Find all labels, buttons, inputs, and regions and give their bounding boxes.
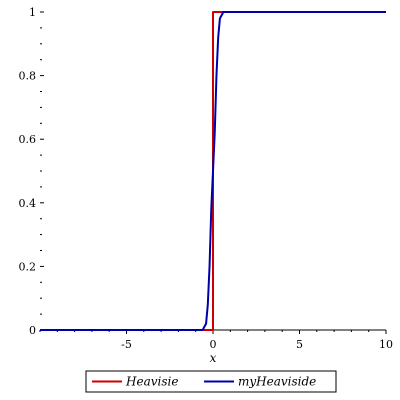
y-tick-label: 0.6 (19, 133, 37, 146)
x-tick-label: 5 (296, 338, 303, 351)
x-tick-label: 0 (210, 338, 217, 351)
legend: Heavisie myHeaviside (85, 370, 337, 393)
series-line-2 (40, 11, 386, 331)
y-tick-label: 0 (29, 324, 36, 337)
legend-label: Heavisie (125, 375, 178, 389)
y-tick-label: 1 (29, 6, 36, 19)
legend-label: myHeaviside (238, 375, 316, 389)
y-tick-label: 0.4 (19, 197, 37, 210)
y-tick-label: 0.2 (19, 260, 37, 273)
x-tick-label: 10 (379, 338, 393, 351)
y-tick-label: 0.8 (19, 70, 37, 83)
series-group (40, 11, 386, 331)
x-tick-label: -5 (121, 338, 132, 351)
x-axis-label: x (210, 351, 217, 365)
ticks: -5 0 5 10 0 0.2 0.4 0.6 0.8 1 (19, 6, 394, 351)
